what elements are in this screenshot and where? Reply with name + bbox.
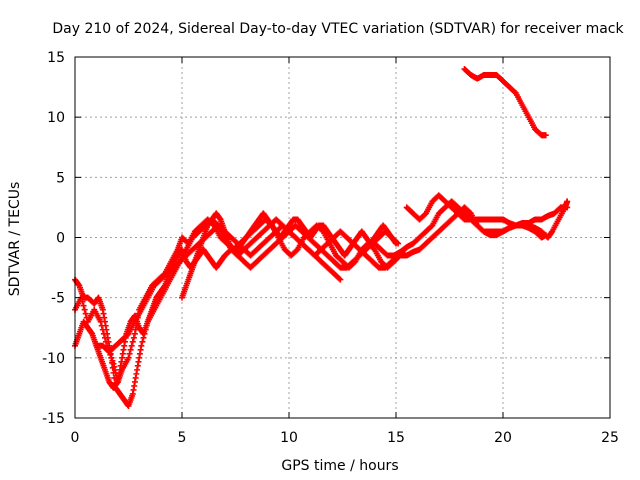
data-point <box>110 369 117 376</box>
data-point <box>542 232 549 239</box>
data-point <box>128 342 135 349</box>
y-tick-label: -15 <box>42 411 65 427</box>
data-point <box>126 350 133 357</box>
data-point <box>82 310 89 317</box>
data-point <box>139 338 146 345</box>
data-point <box>337 276 344 283</box>
data-point <box>81 306 88 313</box>
series-arc-9 <box>461 66 549 139</box>
x-axis-label: GPS time / hours <box>281 458 398 474</box>
series-arc-5 <box>179 210 399 301</box>
data-point <box>80 302 87 309</box>
axis-ticks: 0 5 10 15 20 25 -15 -10 -5 0 5 10 15 <box>42 50 619 446</box>
data-point <box>393 240 399 247</box>
data-point <box>428 223 435 230</box>
grid <box>75 57 610 418</box>
data-point <box>336 275 343 282</box>
y-tick-label: 5 <box>56 170 65 186</box>
data-point <box>127 346 134 353</box>
data-point <box>79 298 86 305</box>
y-tick-label: 10 <box>47 110 65 126</box>
data-point <box>564 198 571 205</box>
data-point <box>125 354 132 361</box>
data-point <box>109 359 116 366</box>
data-point <box>511 89 518 96</box>
data-point <box>370 245 377 252</box>
data-point <box>108 354 115 361</box>
data-point <box>293 247 300 254</box>
x-tick-label: 25 <box>601 430 619 446</box>
chart-title: Day 210 of 2024, Sidereal Day-to-day VTE… <box>52 21 624 37</box>
data-point <box>138 342 145 349</box>
data-point <box>466 209 473 216</box>
x-tick-label: 5 <box>178 430 187 446</box>
series-arc-3 <box>93 222 408 355</box>
data-point <box>109 364 116 371</box>
data-point <box>129 338 136 345</box>
y-tick-label: 15 <box>47 50 65 66</box>
data-point <box>421 211 428 218</box>
data-point <box>130 334 137 341</box>
x-tick-label: 15 <box>387 430 405 446</box>
y-tick-label: -10 <box>42 351 65 367</box>
data-point <box>542 132 549 139</box>
data-point <box>564 204 571 211</box>
x-tick-label: 0 <box>71 430 80 446</box>
y-tick-label: 0 <box>56 231 65 247</box>
x-tick-label: 10 <box>280 430 298 446</box>
y-tick-label: -5 <box>51 291 65 307</box>
data-series <box>72 66 571 409</box>
x-tick-label: 20 <box>494 430 512 446</box>
series-arc-8 <box>397 204 549 259</box>
y-axis-label: SDTVAR / TECUs <box>7 182 23 297</box>
